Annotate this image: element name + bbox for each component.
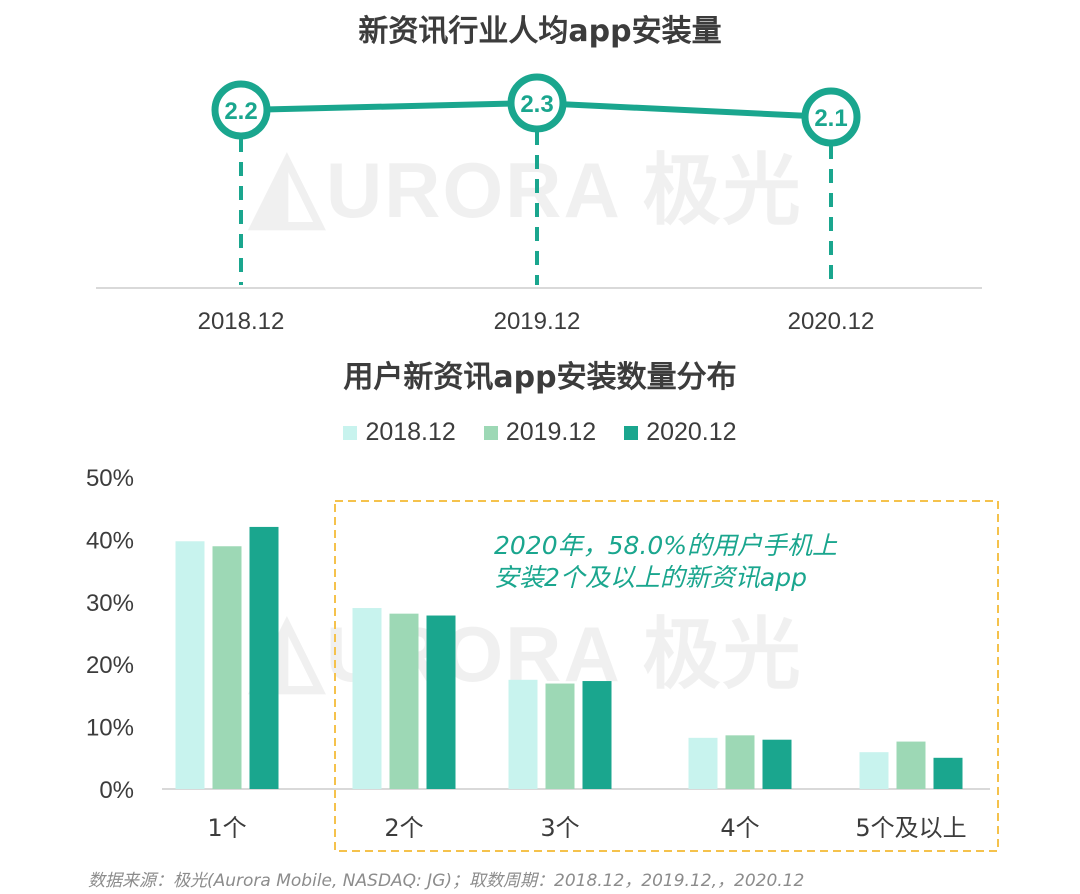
y-tick-label-10: 10% — [86, 715, 134, 742]
point-label-2019.12: 2.3 — [520, 91, 553, 118]
category-label-1: 2个 — [384, 814, 423, 842]
legend-item-2020: 2020.12 — [624, 418, 737, 447]
line-chart: 2.2 2018.12 2.3 2019.12 2.1 2020.12 — [96, 73, 982, 335]
bar-2019.12-1 — [389, 613, 419, 789]
bar-2019.12-3 — [725, 735, 755, 789]
bar-2018.12-2 — [508, 679, 538, 789]
bar-2020.12-4 — [933, 757, 963, 789]
highlight-annotation: 2020年，58.0%的用户手机上 安装2个及以上的新资讯app — [494, 530, 837, 594]
y-tick-label-40: 40% — [86, 527, 134, 554]
y-tick-label-20: 20% — [86, 652, 134, 679]
bar-chart-title: 用户新资讯app安装数量分布 — [343, 360, 737, 395]
bar-2018.12-4 — [859, 752, 889, 789]
annotation-line-1: 2020年，58.0%的用户手机上 — [494, 531, 838, 560]
point-marker-2020.12 — [801, 87, 861, 147]
category-label-4: 5个及以上 — [855, 814, 966, 842]
x-tick-label-2018.12: 2018.12 — [198, 308, 285, 335]
legend: 2018.12 2019.12 2020.12 — [0, 418, 1080, 447]
category-label-3: 4个 — [720, 814, 759, 842]
legend-swatch-2019 — [483, 425, 498, 440]
legend-swatch-2018 — [343, 425, 358, 440]
category-label-0: 1个 — [207, 814, 246, 842]
bar-2018.12-3 — [688, 737, 718, 789]
x-tick-label-2020.12: 2020.12 — [788, 308, 875, 335]
bar-2019.12-4 — [896, 741, 926, 789]
highlight-box — [334, 500, 999, 852]
bar-2019.12-0 — [212, 546, 242, 789]
bar-2018.12-1 — [352, 608, 382, 789]
category-label-2: 3个 — [540, 814, 579, 842]
point-marker-2018.12 — [211, 80, 271, 140]
x-tick-label-2019.12: 2019.12 — [494, 308, 581, 335]
annotation-line-2: 安装2个及以上的新资讯app — [494, 563, 807, 592]
legend-swatch-2020 — [624, 425, 639, 440]
point-label-2020.12: 2.1 — [814, 105, 847, 132]
bar-2020.12-0 — [249, 526, 279, 789]
legend-label-2019: 2019.12 — [505, 418, 597, 446]
y-tick-label-0: 0% — [99, 777, 134, 804]
bar-2018.12-0 — [175, 541, 205, 789]
legend-label-2018: 2018.12 — [365, 418, 456, 446]
y-tick-label-30: 30% — [86, 590, 134, 617]
bar-2019.12-2 — [545, 683, 575, 789]
point-label-2018.12: 2.2 — [224, 98, 257, 125]
bar-2020.12-3 — [762, 739, 792, 789]
source-footnote: 数据来源：极光(Aurora Mobile, NASDAQ: JG)；取数周期：… — [88, 871, 805, 891]
legend-item-2019: 2019.12 — [483, 418, 597, 447]
y-tick-label-50: 50% — [86, 465, 134, 492]
point-marker-2019.12 — [507, 73, 567, 133]
line-chart-title: 新资讯行业人均app安装量 — [358, 14, 722, 49]
bar-2020.12-1 — [426, 615, 456, 789]
bar-2020.12-2 — [582, 681, 612, 789]
legend-label-2020: 2020.12 — [646, 418, 737, 446]
legend-item-2018: 2018.12 — [343, 418, 456, 447]
watermark-logo: ◭URORA 极光 — [250, 131, 803, 238]
